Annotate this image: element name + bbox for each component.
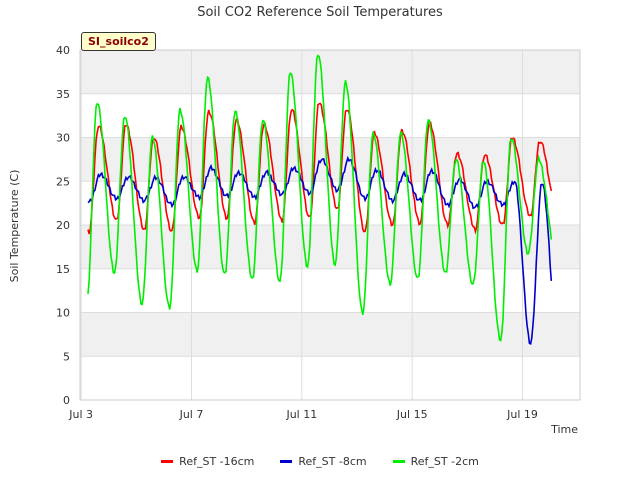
series-line	[87, 155, 553, 345]
plot-band	[80, 268, 580, 313]
legend-item: Ref_ST -8cm	[280, 454, 367, 468]
series-line	[87, 54, 553, 342]
y-tick-label: 35	[56, 88, 70, 101]
legend-item: Ref_ST -2cm	[392, 454, 479, 468]
legend-swatch	[280, 459, 293, 463]
x-axis-label: Time	[550, 423, 578, 436]
plot-band	[80, 93, 580, 138]
x-tick-label: Jul 7	[179, 408, 204, 421]
y-tick-label: 5	[63, 350, 70, 363]
site-label-badge: SI_soilco2	[81, 32, 156, 51]
y-tick-label: 20	[56, 219, 70, 232]
legend-label: Ref_ST -2cm	[410, 454, 479, 468]
x-tick-label: Jul 11	[285, 408, 317, 421]
plot-band	[80, 312, 580, 357]
series-line	[87, 102, 553, 235]
axes: 0 5 10 15 20 25 30 35 40 Jul 3 Jul 7 Jul 11 Jul 15 Ju…	[56, 44, 581, 421]
x-tick-label: Jul 19	[506, 408, 538, 421]
y-tick-label: 30	[56, 132, 70, 145]
x-tick-label: Jul 15	[396, 408, 428, 421]
y-tick-label: 10	[56, 307, 70, 320]
legend-swatch	[392, 459, 405, 463]
legend-item: Ref_ST -16cm	[161, 455, 254, 468]
y-tick-label: 25	[56, 175, 70, 188]
legend-swatch	[161, 459, 174, 463]
plot-frame	[79, 49, 581, 401]
x-tick-label: Jul 3	[68, 408, 93, 421]
plot-band	[80, 356, 580, 400]
plot-band	[80, 50, 580, 94]
legend-label: Ref_ST -8cm	[298, 454, 367, 468]
chart-title: Soil CO2 Reference Soil Temperatures	[197, 5, 443, 20]
legend: Ref_ST -16cm Ref_ST -8cm Ref_ST -2cm	[0, 452, 640, 470]
legend-label: Ref_ST -16cm	[179, 454, 255, 468]
y-tick-label: 0	[63, 394, 70, 407]
y-tick-label: 15	[56, 263, 70, 276]
y-tick-label: 40	[56, 44, 70, 57]
y-axis-label: Soil Temperature (C)	[8, 170, 21, 283]
series-layer	[87, 54, 553, 345]
